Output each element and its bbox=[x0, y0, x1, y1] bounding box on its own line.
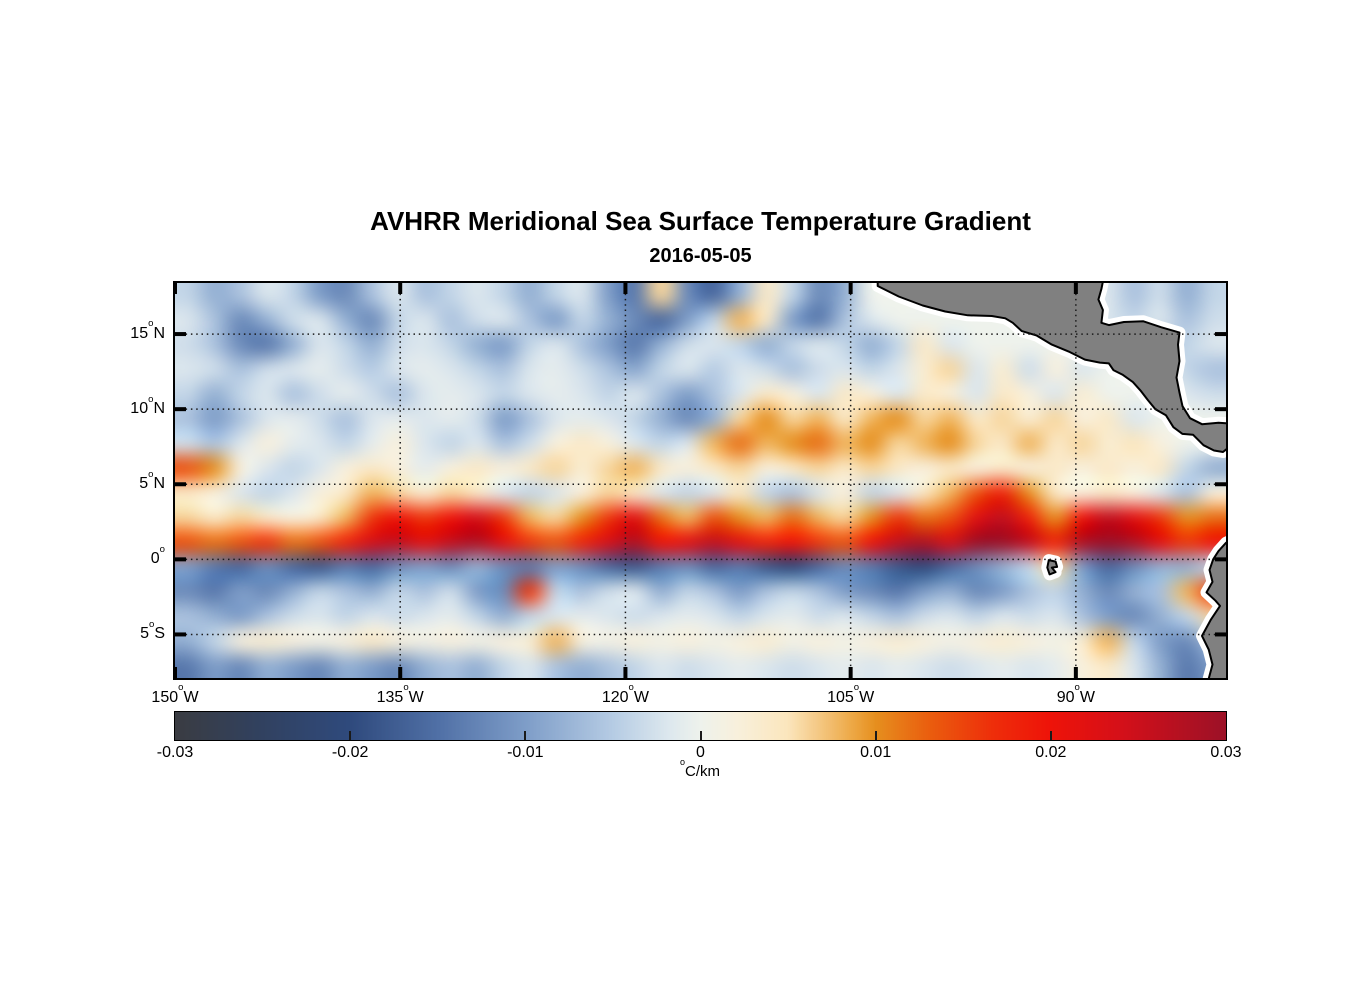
x-axis-tick-label: 120oW bbox=[601, 682, 649, 706]
chart-title: AVHRR Meridional Sea Surface Temperature… bbox=[370, 206, 1031, 236]
colorbar-tick-label: -0.03 bbox=[156, 744, 194, 761]
landmass-central_america bbox=[876, 283, 1226, 453]
x-axis-tick-label: 105oW bbox=[827, 682, 875, 706]
y-axis-tick-label: 10oN bbox=[130, 393, 165, 418]
x-axis-tick-label: 90oW bbox=[1056, 682, 1095, 706]
colorbar-tick-label: 0.03 bbox=[1210, 744, 1242, 761]
colorbar-tick-label: -0.02 bbox=[331, 744, 369, 761]
x-axis-tick-label: 135oW bbox=[376, 682, 424, 706]
map-plot-area bbox=[173, 281, 1228, 680]
y-axis-tick-label: 15oN bbox=[130, 318, 165, 343]
land-and-grid-overlay bbox=[175, 283, 1226, 678]
y-axis-tick-label: 0o bbox=[150, 543, 165, 568]
y-axis-tick-label: 5oN bbox=[139, 468, 165, 493]
colorbar-tick-label: 0 bbox=[696, 744, 705, 761]
colorbar-tick-label: 0.02 bbox=[1035, 744, 1067, 761]
colorbar-tick-mark bbox=[874, 731, 877, 740]
landmass-south_america bbox=[1201, 541, 1226, 678]
colorbar-tick-mark bbox=[349, 731, 352, 740]
colorbar-tick-mark bbox=[699, 731, 702, 740]
x-axis-tick-label: 150oW bbox=[151, 682, 199, 706]
landmass-galapagos bbox=[1046, 559, 1059, 576]
y-axis-tick-label: 5oS bbox=[140, 618, 165, 643]
chart-subtitle: 2016-05-05 bbox=[649, 245, 752, 267]
colorbar-tick-label: -0.01 bbox=[507, 744, 544, 761]
colorbar-unit-label: oC/km bbox=[679, 757, 720, 780]
colorbar-tick-mark bbox=[524, 731, 527, 740]
colorbar-tick-label: 0.01 bbox=[860, 744, 892, 761]
colorbar bbox=[174, 711, 1227, 741]
colorbar-tick-mark bbox=[1049, 731, 1052, 740]
degree-symbol: o bbox=[679, 757, 685, 768]
